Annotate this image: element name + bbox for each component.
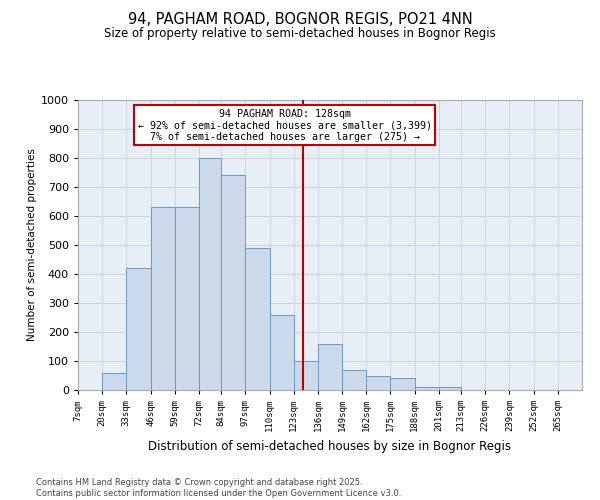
Text: Contains HM Land Registry data © Crown copyright and database right 2025.
Contai: Contains HM Land Registry data © Crown c… <box>36 478 401 498</box>
Bar <box>175 208 199 390</box>
Bar <box>151 208 175 390</box>
Bar <box>221 176 245 390</box>
Text: Size of property relative to semi-detached houses in Bognor Regis: Size of property relative to semi-detach… <box>104 28 496 40</box>
Bar <box>415 387 439 390</box>
Text: 94, PAGHAM ROAD, BOGNOR REGIS, PO21 4NN: 94, PAGHAM ROAD, BOGNOR REGIS, PO21 4NN <box>128 12 472 28</box>
Bar <box>366 376 391 390</box>
Bar <box>127 268 151 390</box>
Bar <box>318 344 342 390</box>
Bar <box>269 314 294 390</box>
Bar <box>391 378 415 390</box>
Bar <box>294 361 318 390</box>
Bar <box>245 248 269 390</box>
Bar <box>102 372 127 390</box>
Text: 94 PAGHAM ROAD: 128sqm
← 92% of semi-detached houses are smaller (3,399)
7% of s: 94 PAGHAM ROAD: 128sqm ← 92% of semi-det… <box>137 108 431 142</box>
Y-axis label: Number of semi-detached properties: Number of semi-detached properties <box>27 148 37 342</box>
Bar <box>199 158 221 390</box>
Bar <box>439 387 461 390</box>
Bar <box>342 370 366 390</box>
X-axis label: Distribution of semi-detached houses by size in Bognor Regis: Distribution of semi-detached houses by … <box>149 440 511 452</box>
